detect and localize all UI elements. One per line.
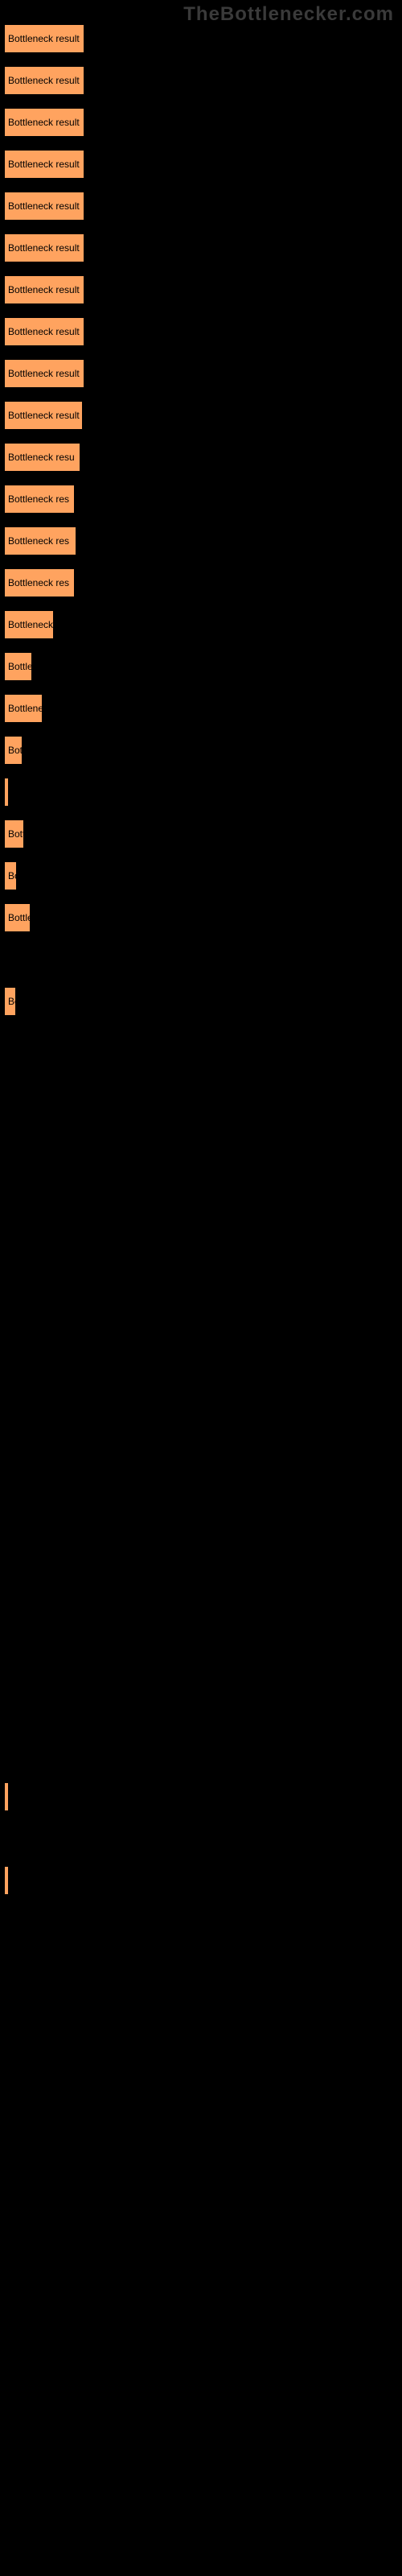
bar-label: Bottleneck result <box>8 326 80 337</box>
bar-label: Bottle <box>8 661 32 672</box>
bar-label: Bottleneck res <box>8 535 69 547</box>
chart-bar: Bottleneck result <box>4 192 84 221</box>
chart-bar: Bottleneck <box>4 610 54 639</box>
chart-bar: Bottleneck result <box>4 66 84 95</box>
bar-label: Bo <box>8 870 17 881</box>
chart-bar: Bottle <box>4 652 32 681</box>
bar-row: Bottleneck result <box>4 24 398 53</box>
chart-bar: Bottle <box>4 903 31 932</box>
bar-row: Bottleneck result <box>4 401 398 430</box>
bar-label: Bottleneck result <box>8 159 80 170</box>
chart-bar: Bott <box>4 819 24 848</box>
bar-row <box>4 1740 398 1769</box>
bar-row: Bottleneck result <box>4 66 398 95</box>
bar-row: Bottleneck result <box>4 275 398 304</box>
bar-label: Bottleneck <box>8 619 53 630</box>
bar-row: Bottleneck res <box>4 568 398 597</box>
bar-label: Bottleneck result <box>8 117 80 128</box>
chart-bar: Bottleneck res <box>4 526 76 555</box>
bar-row <box>4 1196 398 1225</box>
bar-label: Bottle <box>8 912 31 923</box>
bar-row <box>4 1364 398 1393</box>
bar-label: Bottleneck result <box>8 284 80 295</box>
chart-bar: Bottleneck result <box>4 401 83 430</box>
bar-row: Bottleneck result <box>4 108 398 137</box>
watermark-text: TheBottlenecker.com <box>183 3 394 26</box>
chart-bar <box>4 1866 9 1895</box>
bar-row <box>4 1782 398 1811</box>
bar-label: Bottleneck result <box>8 242 80 254</box>
bar-row: Bot <box>4 736 398 765</box>
chart-bar: Bottleneck result <box>4 108 84 137</box>
bar-label: Bottleneck resu <box>8 452 75 463</box>
bar-label: Bottleneck result <box>8 410 80 421</box>
bar-row: Bottleneck result <box>4 359 398 388</box>
bar-row <box>4 1280 398 1309</box>
bar-row <box>4 1699 398 1728</box>
bar-row <box>4 1113 398 1141</box>
chart-bar: Bottleneck result <box>4 359 84 388</box>
chart-bar <box>4 1782 9 1811</box>
bar-label: Bottleneck result <box>8 200 80 212</box>
chart-bar: Bot <box>4 736 23 765</box>
bar-row <box>4 1573 398 1602</box>
bar-label: Bo <box>8 996 16 1007</box>
bar-row <box>4 1615 398 1644</box>
chart-bar: Bottleneck result <box>4 150 84 179</box>
chart-bar: Bo <box>4 987 16 1016</box>
bar-row: Bottle <box>4 903 398 932</box>
bar-row <box>4 1447 398 1476</box>
bar-row: Bottleneck resu <box>4 443 398 472</box>
chart-bar: Bottleneck result <box>4 275 84 304</box>
bar-row <box>4 778 398 807</box>
chart-bar: Bottleneck res <box>4 568 75 597</box>
bar-row <box>4 1866 398 1895</box>
bar-row <box>4 1071 398 1100</box>
bar-row: Bottlene <box>4 694 398 723</box>
bar-row <box>4 1657 398 1686</box>
bar-row <box>4 1824 398 1853</box>
bar-row: Bottle <box>4 652 398 681</box>
bar-label: Bottleneck result <box>8 33 80 44</box>
bar-label: Bottleneck res <box>8 493 69 505</box>
bar-chart: Bottleneck result Bottleneck result Bottle… <box>4 24 398 1950</box>
bar-row: Bottleneck result <box>4 150 398 179</box>
bar-row <box>4 1406 398 1435</box>
chart-bar: Bottleneck result <box>4 24 84 53</box>
bar-row <box>4 1908 398 1937</box>
bar-label: Bott <box>8 828 24 840</box>
bar-row <box>4 1238 398 1267</box>
bar-row <box>4 1531 398 1560</box>
bar-label: Bot <box>8 745 23 756</box>
bar-row <box>4 945 398 974</box>
bar-row: Bottleneck result <box>4 233 398 262</box>
chart-bar: Bottleneck res <box>4 485 75 514</box>
bar-row: Bottleneck res <box>4 526 398 555</box>
chart-bar: Bottlene <box>4 694 43 723</box>
bar-row <box>4 1154 398 1183</box>
bar-row: Bott <box>4 819 398 848</box>
chart-bar: Bo <box>4 861 17 890</box>
bar-label: Bottlene <box>8 703 43 714</box>
bar-row <box>4 1029 398 1058</box>
bar-row: Bottleneck result <box>4 192 398 221</box>
chart-bar: Bottleneck result <box>4 317 84 346</box>
chart-bar: Bottleneck resu <box>4 443 80 472</box>
bar-row <box>4 1322 398 1351</box>
bar-row: Bo <box>4 987 398 1016</box>
bar-row: Bottleneck result <box>4 317 398 346</box>
bar-label: Bottleneck res <box>8 577 69 588</box>
chart-bar <box>4 778 9 807</box>
bar-row: Bo <box>4 861 398 890</box>
bar-row: Bottleneck res <box>4 485 398 514</box>
chart-bar: Bottleneck result <box>4 233 84 262</box>
bar-row: Bottleneck <box>4 610 398 639</box>
bar-row <box>4 1489 398 1518</box>
bar-label: Bottleneck result <box>8 368 80 379</box>
bar-label: Bottleneck result <box>8 75 80 86</box>
